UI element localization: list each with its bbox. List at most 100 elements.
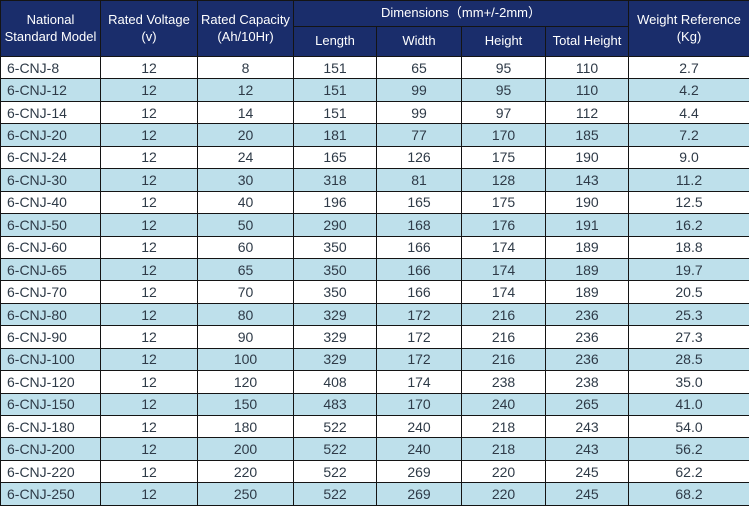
- cell-rated-voltage: 12: [100, 370, 198, 394]
- col-header-width: Width: [376, 26, 462, 57]
- cell-total-height: 245: [545, 459, 629, 484]
- cell-height: 97: [461, 100, 546, 125]
- cell-rated-voltage: 12: [100, 123, 198, 147]
- cell-weight: 11.2: [628, 168, 749, 192]
- cell-rated-voltage: 12: [100, 78, 198, 102]
- cell-length: 151: [293, 78, 377, 102]
- cell-weight: 68.2: [628, 482, 749, 506]
- col-header-capacity-line2: (Ah/10Hr): [217, 28, 274, 44]
- cell-rated-capacity: 12: [197, 78, 294, 102]
- table-row: 6-CNJ-250 12 250 522 269 220 245 68.2: [0, 482, 749, 506]
- cell-weight: 41.0: [628, 392, 749, 417]
- cell-weight: 18.8: [628, 235, 749, 259]
- cell-rated-capacity: 50: [197, 213, 294, 237]
- col-header-weight: Weight Reference (Kg): [628, 0, 749, 57]
- col-header-weight-line2: (Kg): [676, 28, 702, 44]
- table-row: 6-CNJ-220 12 220 522 269 220 245 62.2: [0, 459, 749, 484]
- cell-rated-capacity: 14: [197, 100, 294, 125]
- cell-rated-voltage: 12: [100, 55, 198, 80]
- cell-weight: 62.2: [628, 459, 749, 484]
- cell-model: 6-CNJ-8: [0, 55, 101, 80]
- cell-model: 6-CNJ-90: [0, 325, 101, 349]
- cell-total-height: 189: [545, 257, 629, 282]
- cell-width: 165: [376, 190, 462, 215]
- table-row: 6-CNJ-200 12 200 522 240 218 243 56.2: [0, 437, 749, 461]
- cell-height: 95: [461, 55, 546, 80]
- header-row-group: National Standard Model Rated Voltage (v…: [0, 0, 749, 57]
- cell-rated-voltage: 12: [100, 100, 198, 125]
- cell-width: 166: [376, 257, 462, 282]
- cell-rated-voltage: 12: [100, 347, 198, 372]
- cell-weight: 27.3: [628, 325, 749, 349]
- cell-weight: 12.5: [628, 190, 749, 215]
- col-header-height: Height: [461, 26, 546, 57]
- cell-height: 95: [461, 78, 546, 102]
- cell-rated-voltage: 12: [100, 235, 198, 259]
- cell-length: 522: [293, 437, 377, 461]
- cell-total-height: 189: [545, 280, 629, 304]
- table-row: 6-CNJ-30 12 30 318 81 128 143 11.2: [0, 168, 749, 192]
- cell-model: 6-CNJ-24: [0, 145, 101, 170]
- col-header-weight-line1: Weight Reference: [637, 12, 741, 28]
- cell-weight: 28.5: [628, 347, 749, 372]
- cell-model: 6-CNJ-12: [0, 78, 101, 102]
- table-row: 6-CNJ-14 12 14 151 99 97 112 4.4: [0, 100, 749, 125]
- cell-rated-capacity: 40: [197, 190, 294, 215]
- cell-height: 170: [461, 123, 546, 147]
- cell-rated-capacity: 24: [197, 145, 294, 170]
- cell-length: 329: [293, 302, 377, 327]
- col-header-model: National Standard Model: [0, 0, 101, 57]
- cell-rated-voltage: 12: [100, 257, 198, 282]
- col-header-model-line1: National: [26, 12, 75, 28]
- cell-length: 350: [293, 257, 377, 282]
- cell-width: 240: [376, 414, 462, 439]
- cell-height: 216: [461, 347, 546, 372]
- cell-rated-capacity: 180: [197, 414, 294, 439]
- cell-length: 408: [293, 370, 377, 394]
- table-row: 6-CNJ-100 12 100 329 172 216 236 28.5: [0, 347, 749, 372]
- cell-length: 181: [293, 123, 377, 147]
- cell-width: 81: [376, 168, 462, 192]
- cell-length: 329: [293, 325, 377, 349]
- cell-total-height: 190: [545, 145, 629, 170]
- cell-rated-capacity: 8: [197, 55, 294, 80]
- col-header-total-height: Total Height: [545, 26, 629, 57]
- table-row: 6-CNJ-8 12 8 151 65 95 110 2.7: [0, 55, 749, 80]
- cell-total-height: 243: [545, 437, 629, 461]
- cell-length: 318: [293, 168, 377, 192]
- cell-height: 218: [461, 414, 546, 439]
- cell-width: 166: [376, 280, 462, 304]
- cell-model: 6-CNJ-30: [0, 168, 101, 192]
- cell-width: 172: [376, 347, 462, 372]
- cell-model: 6-CNJ-20: [0, 123, 101, 147]
- cell-width: 168: [376, 213, 462, 237]
- cell-width: 99: [376, 78, 462, 102]
- cell-weight: 4.2: [628, 78, 749, 102]
- cell-weight: 35.0: [628, 370, 749, 394]
- cell-rated-voltage: 12: [100, 325, 198, 349]
- cell-model: 6-CNJ-60: [0, 235, 101, 259]
- cell-model: 6-CNJ-150: [0, 392, 101, 417]
- cell-width: 126: [376, 145, 462, 170]
- cell-model: 6-CNJ-70: [0, 280, 101, 304]
- cell-model: 6-CNJ-14: [0, 100, 101, 125]
- cell-rated-voltage: 12: [100, 190, 198, 215]
- cell-total-height: 238: [545, 370, 629, 394]
- cell-height: 220: [461, 459, 546, 484]
- cell-width: 99: [376, 100, 462, 125]
- cell-rated-voltage: 12: [100, 459, 198, 484]
- table-row: 6-CNJ-12 12 12 151 99 95 110 4.2: [0, 78, 749, 102]
- cell-length: 350: [293, 235, 377, 259]
- cell-length: 165: [293, 145, 377, 170]
- cell-length: 522: [293, 459, 377, 484]
- cell-width: 174: [376, 370, 462, 394]
- cell-model: 6-CNJ-50: [0, 213, 101, 237]
- cell-total-height: 236: [545, 302, 629, 327]
- col-header-voltage: Rated Voltage (v): [100, 0, 198, 57]
- cell-rated-capacity: 120: [197, 370, 294, 394]
- cell-total-height: 236: [545, 325, 629, 349]
- cell-rated-capacity: 150: [197, 392, 294, 417]
- cell-height: 174: [461, 280, 546, 304]
- cell-width: 166: [376, 235, 462, 259]
- table-header: National Standard Model Rated Voltage (v…: [0, 0, 749, 57]
